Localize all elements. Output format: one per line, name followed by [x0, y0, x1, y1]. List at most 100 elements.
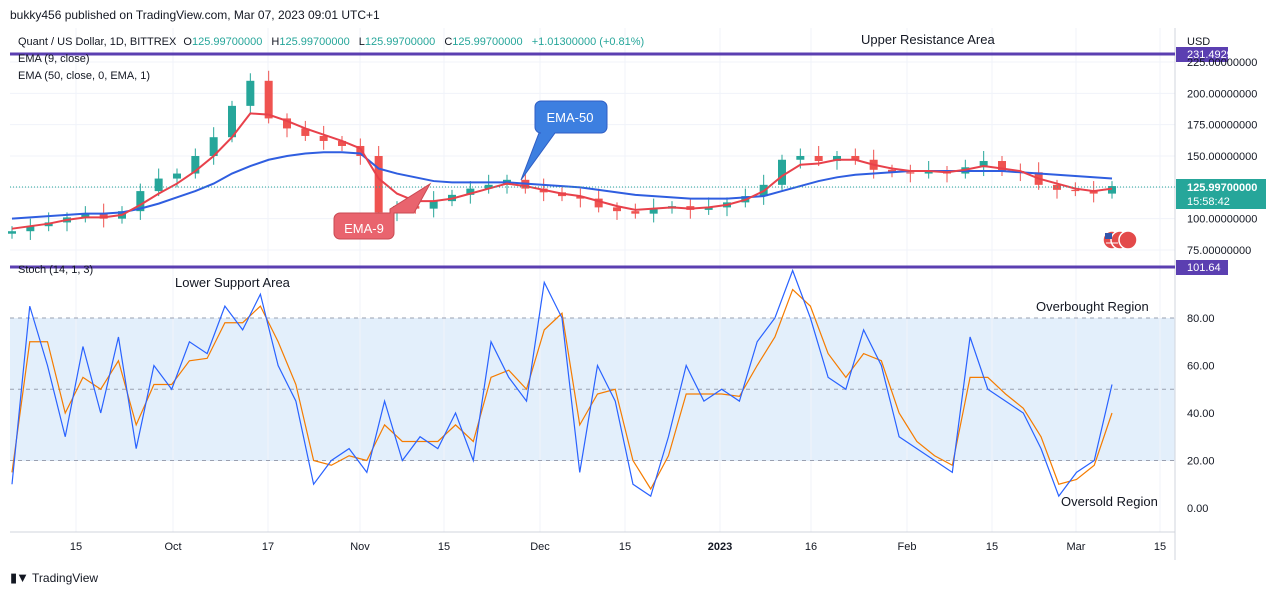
publisher-credit: bukky456 published on TradingView.com, M… — [10, 8, 380, 22]
time-tick-label: Mar — [1067, 541, 1086, 553]
oversold-label: Oversold Region — [1061, 494, 1158, 509]
candle-body — [374, 156, 383, 213]
candle-body — [173, 173, 181, 179]
time-tick-label: Dec — [530, 541, 550, 553]
price-tick-label: 175.00000000 — [1187, 120, 1257, 132]
legend-change: +1.01300000 (+0.81%) — [532, 36, 645, 48]
price-axis-resistance-tag: 231.49297645 — [1176, 47, 1257, 62]
legend-ohlc: Quant / US Dollar, 1D, BITTREX O125.9970… — [18, 36, 644, 48]
candle-body — [833, 156, 841, 162]
legend-ema50: EMA (50, close, 0, EMA, 1) — [18, 70, 150, 82]
legend-o-value: 125.99700000 — [192, 36, 262, 48]
candle-body — [8, 231, 16, 234]
stoch-tick-label: 60.00 — [1187, 361, 1215, 373]
overbought-label: Overbought Region — [1036, 299, 1149, 314]
candle-body — [1071, 189, 1080, 192]
candle-body — [631, 211, 640, 214]
legend-l-label: L — [359, 36, 365, 48]
price-tick-label: 75.00000000 — [1187, 245, 1251, 257]
price-tick-label: 150.00000000 — [1187, 151, 1257, 163]
legend-c-value: 125.99700000 — [452, 36, 522, 48]
candle-body — [429, 201, 438, 209]
legend-h-label: H — [271, 36, 279, 48]
candle-body — [924, 171, 933, 174]
candle-body — [301, 128, 310, 136]
stoch-tick-label: 80.00 — [1187, 313, 1215, 325]
candle-body — [1108, 186, 1116, 194]
price-tick-label: 200.00000000 — [1187, 88, 1257, 100]
candle-body — [796, 156, 805, 160]
price-tick-label: 225.00000000 — [1187, 57, 1257, 69]
time-tick-label: 15 — [619, 541, 631, 553]
legend-h-value: 125.99700000 — [279, 36, 349, 48]
last-price-tag: 125.99700000 15:58:42 — [1176, 179, 1266, 209]
upper-resistance-label: Upper Resistance Area — [861, 32, 995, 47]
stoch-axis-ticks: 80.00 60.00 40.00 20.00 0.00 — [1187, 313, 1215, 515]
tradingview-logo-icon: ▮▼ — [10, 570, 29, 585]
legend-stoch: Stoch (14, 1, 3) — [18, 264, 93, 276]
candle-body — [576, 196, 585, 199]
price-tick-label: 100.00000000 — [1187, 214, 1257, 226]
lower-support-label: Lower Support Area — [175, 275, 291, 290]
candle-body — [81, 213, 90, 218]
time-tick-label: 15 — [1154, 541, 1166, 553]
legend-ema9: EMA (9, close) — [18, 53, 90, 65]
candle-body — [209, 137, 218, 156]
candle-body — [356, 145, 365, 156]
candle-body — [613, 207, 621, 212]
candle-body — [228, 105, 236, 138]
stoch-tick-label: 20.00 — [1187, 456, 1215, 468]
legend-l-value: 125.99700000 — [365, 36, 435, 48]
stoch-k-line — [11, 268, 1113, 498]
candle-body — [778, 159, 786, 185]
candle-body — [319, 135, 328, 141]
candle-body — [136, 191, 145, 212]
ema50-callout: EMA-50 — [520, 100, 608, 181]
candle-body — [99, 213, 108, 219]
candle-body — [264, 80, 273, 119]
price-axis-resistance-value: 231.49297645 — [1187, 49, 1257, 61]
candle-body — [998, 161, 1006, 172]
time-tick-label: 15 — [986, 541, 998, 553]
legend-symbol: Quant / US Dollar, 1D, BITTREX — [18, 36, 177, 48]
candle-body — [1089, 191, 1098, 194]
legend-c-label: C — [444, 36, 452, 48]
stoch-axis-top-tag: 101.64 — [1176, 260, 1228, 275]
candle-body — [26, 226, 35, 232]
candle-body — [246, 80, 255, 106]
time-axis-ticks: 15 Oct 17 Nov 15 Dec 15 2023 16 Feb 15 Mar 15 — [70, 541, 1166, 553]
time-tick-label: Nov — [350, 541, 370, 553]
last-price-countdown: 15:58:42 — [1187, 196, 1230, 208]
last-price-value: 125.99700000 — [1187, 182, 1257, 194]
stoch-d-line — [11, 288, 1113, 491]
time-tick-label: Feb — [898, 541, 917, 553]
candle-body — [283, 118, 291, 129]
stoch-tick-label: 40.00 — [1187, 408, 1215, 420]
ema50-callout-text: EMA-50 — [547, 110, 594, 125]
candle-body — [191, 156, 200, 174]
tradingview-brand[interactable]: ▮▼ TradingView — [10, 570, 98, 586]
candle-body — [338, 140, 346, 146]
us-flag-event-icon[interactable] — [1102, 230, 1138, 250]
price-axis-currency: USD — [1187, 36, 1210, 48]
ema9-callout-text: EMA-9 — [344, 221, 384, 236]
candle-body — [979, 161, 988, 168]
candle-body — [814, 156, 823, 162]
stoch-tick-label: 0.00 — [1187, 503, 1208, 515]
time-tick-label: 2023 — [708, 541, 732, 553]
ema9-line — [11, 112, 1113, 230]
candle-body — [649, 208, 658, 214]
ema9-callout: EMA-9 — [333, 182, 432, 240]
candle-body — [466, 188, 475, 195]
price-axis-ticks: 225.00000000 200.00000000 175.00000000 150.… — [1187, 57, 1257, 257]
time-tick-label: 16 — [805, 541, 817, 553]
stoch-reference-lines — [10, 317, 1175, 461]
legend-o-label: O — [183, 36, 192, 48]
tradingview-brand-text: TradingView — [32, 571, 99, 585]
candle-body — [851, 156, 860, 160]
time-tick-label: Oct — [164, 541, 181, 553]
candle-body — [594, 198, 603, 208]
candlestick-series — [8, 70, 1116, 240]
candle-body — [906, 172, 915, 174]
